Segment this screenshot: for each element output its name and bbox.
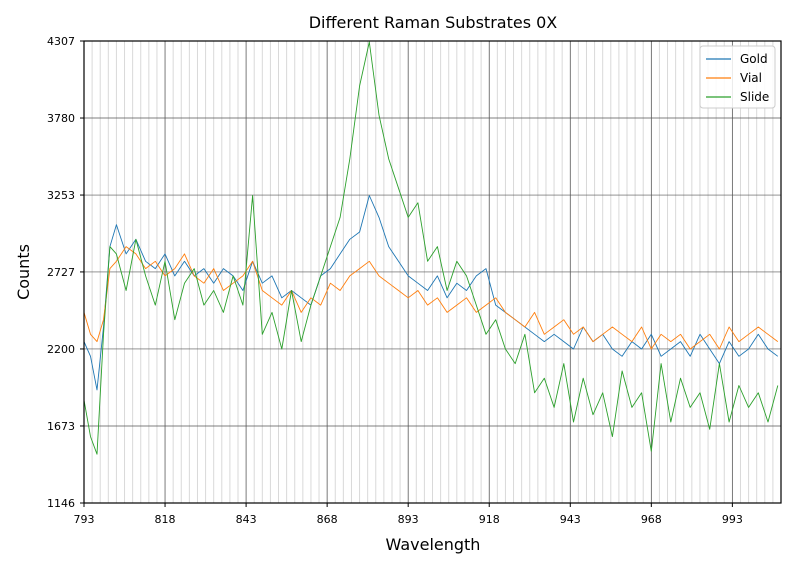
y-tick-label: 4307 xyxy=(47,35,75,48)
x-tick-label: 968 xyxy=(641,513,662,526)
x-tick-label: 918 xyxy=(479,513,500,526)
x-axis-ticks: 793 818 843 868 893 918 943 968 993 xyxy=(74,503,743,526)
y-tick-label: 2200 xyxy=(47,343,75,356)
x-tick-label: 868 xyxy=(317,513,338,526)
legend-box xyxy=(699,45,776,109)
x-tick-label: 793 xyxy=(74,513,95,526)
series-line-slide xyxy=(84,41,779,455)
series-layer xyxy=(84,41,779,455)
x-tick-label: 943 xyxy=(560,513,581,526)
y-tick-label: 1673 xyxy=(47,420,75,433)
x-tick-label: 893 xyxy=(398,513,419,526)
x-tick-label: 818 xyxy=(155,513,176,526)
x-tick-label: 843 xyxy=(236,513,257,526)
chart-title: Different Raman Substrates 0X xyxy=(309,13,558,32)
x-axis-title: Wavelength xyxy=(386,535,481,554)
series-line-vial xyxy=(84,246,779,350)
y-tick-label: 3253 xyxy=(47,189,75,202)
series-line-gold xyxy=(84,195,779,391)
x-tick-label: 993 xyxy=(722,513,743,526)
legend-label-vial: Vial xyxy=(740,71,762,85)
y-axis-title: Counts xyxy=(14,244,33,300)
legend-label-slide: Slide xyxy=(740,90,769,104)
y-tick-label: 3780 xyxy=(47,112,75,125)
y-axis-ticks: 1146 1673 2200 2727 3253 3780 4307 xyxy=(47,35,84,510)
legend: Gold Vial Slide xyxy=(699,45,776,109)
y-tick-label: 2727 xyxy=(47,266,75,279)
y-tick-label: 1146 xyxy=(47,497,75,510)
legend-label-gold: Gold xyxy=(740,52,768,66)
